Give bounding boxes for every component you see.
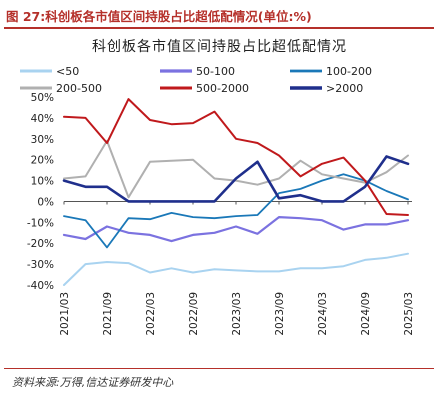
legend-entry: 100-200 <box>326 65 372 78</box>
x-tick-label: 2024/09 <box>360 292 372 336</box>
legend-entry: 500-2000 <box>196 82 249 95</box>
x-tick-label: 2022/03 <box>145 292 157 336</box>
chart-legend: <50 50-100 100-200 200-500 500-2000 >2000 <box>20 65 372 95</box>
y-tick-label: 30% <box>31 134 54 146</box>
legend-entry: 50-100 <box>196 65 235 78</box>
x-tick-label: 2023/03 <box>231 292 243 336</box>
plot-area <box>62 98 410 286</box>
y-tick-label: -20% <box>27 238 54 250</box>
series-line <box>62 155 410 203</box>
y-tick-label: -40% <box>27 280 54 292</box>
title-divider <box>4 27 434 29</box>
figure-label: 图 27:科创板各市值区间持股占比超低配情况(单位:%) <box>6 9 312 24</box>
chart-title: 科创板各市值区间持股占比超低配情况 <box>92 39 347 55</box>
y-tick-label: 20% <box>31 155 54 167</box>
x-tick-label: 2021/09 <box>102 292 114 336</box>
x-tick-label: 2024/03 <box>317 292 329 336</box>
series-line <box>62 216 410 243</box>
x-tick-label: 2021/03 <box>59 292 71 336</box>
source-note: 资料来源:万得,信达证券研发中心 <box>12 376 174 389</box>
series-line <box>63 252 409 286</box>
legend-entry: >2000 <box>326 82 363 95</box>
y-tick-label: 40% <box>31 113 54 125</box>
y-axis: -40% -30% -20% -10% 0% 10% 20% 30% 40% 50% <box>27 92 54 292</box>
x-tick-label: 2025/03 <box>403 292 415 336</box>
footer-divider <box>4 368 434 369</box>
x-tick-label: 2022/09 <box>188 292 200 336</box>
series-line <box>63 139 409 199</box>
series-line <box>63 173 409 249</box>
y-tick-label: -30% <box>27 259 54 271</box>
x-axis: 2021/03 2021/09 2022/03 2022/09 2023/03 2023/… <box>59 200 415 336</box>
y-tick-label: 50% <box>31 92 54 104</box>
legend-entry: <50 <box>56 65 79 78</box>
legend-entry: 200-500 <box>56 82 102 95</box>
series-line <box>63 98 409 216</box>
y-tick-label: 10% <box>31 176 54 188</box>
y-tick-label: 0% <box>37 196 54 208</box>
line-chart: <50 50-100 100-200 200-500 500-2000 >2000 -40… <box>20 65 415 336</box>
y-tick-label: -10% <box>27 217 54 229</box>
x-tick-label: 2023/09 <box>274 292 286 336</box>
